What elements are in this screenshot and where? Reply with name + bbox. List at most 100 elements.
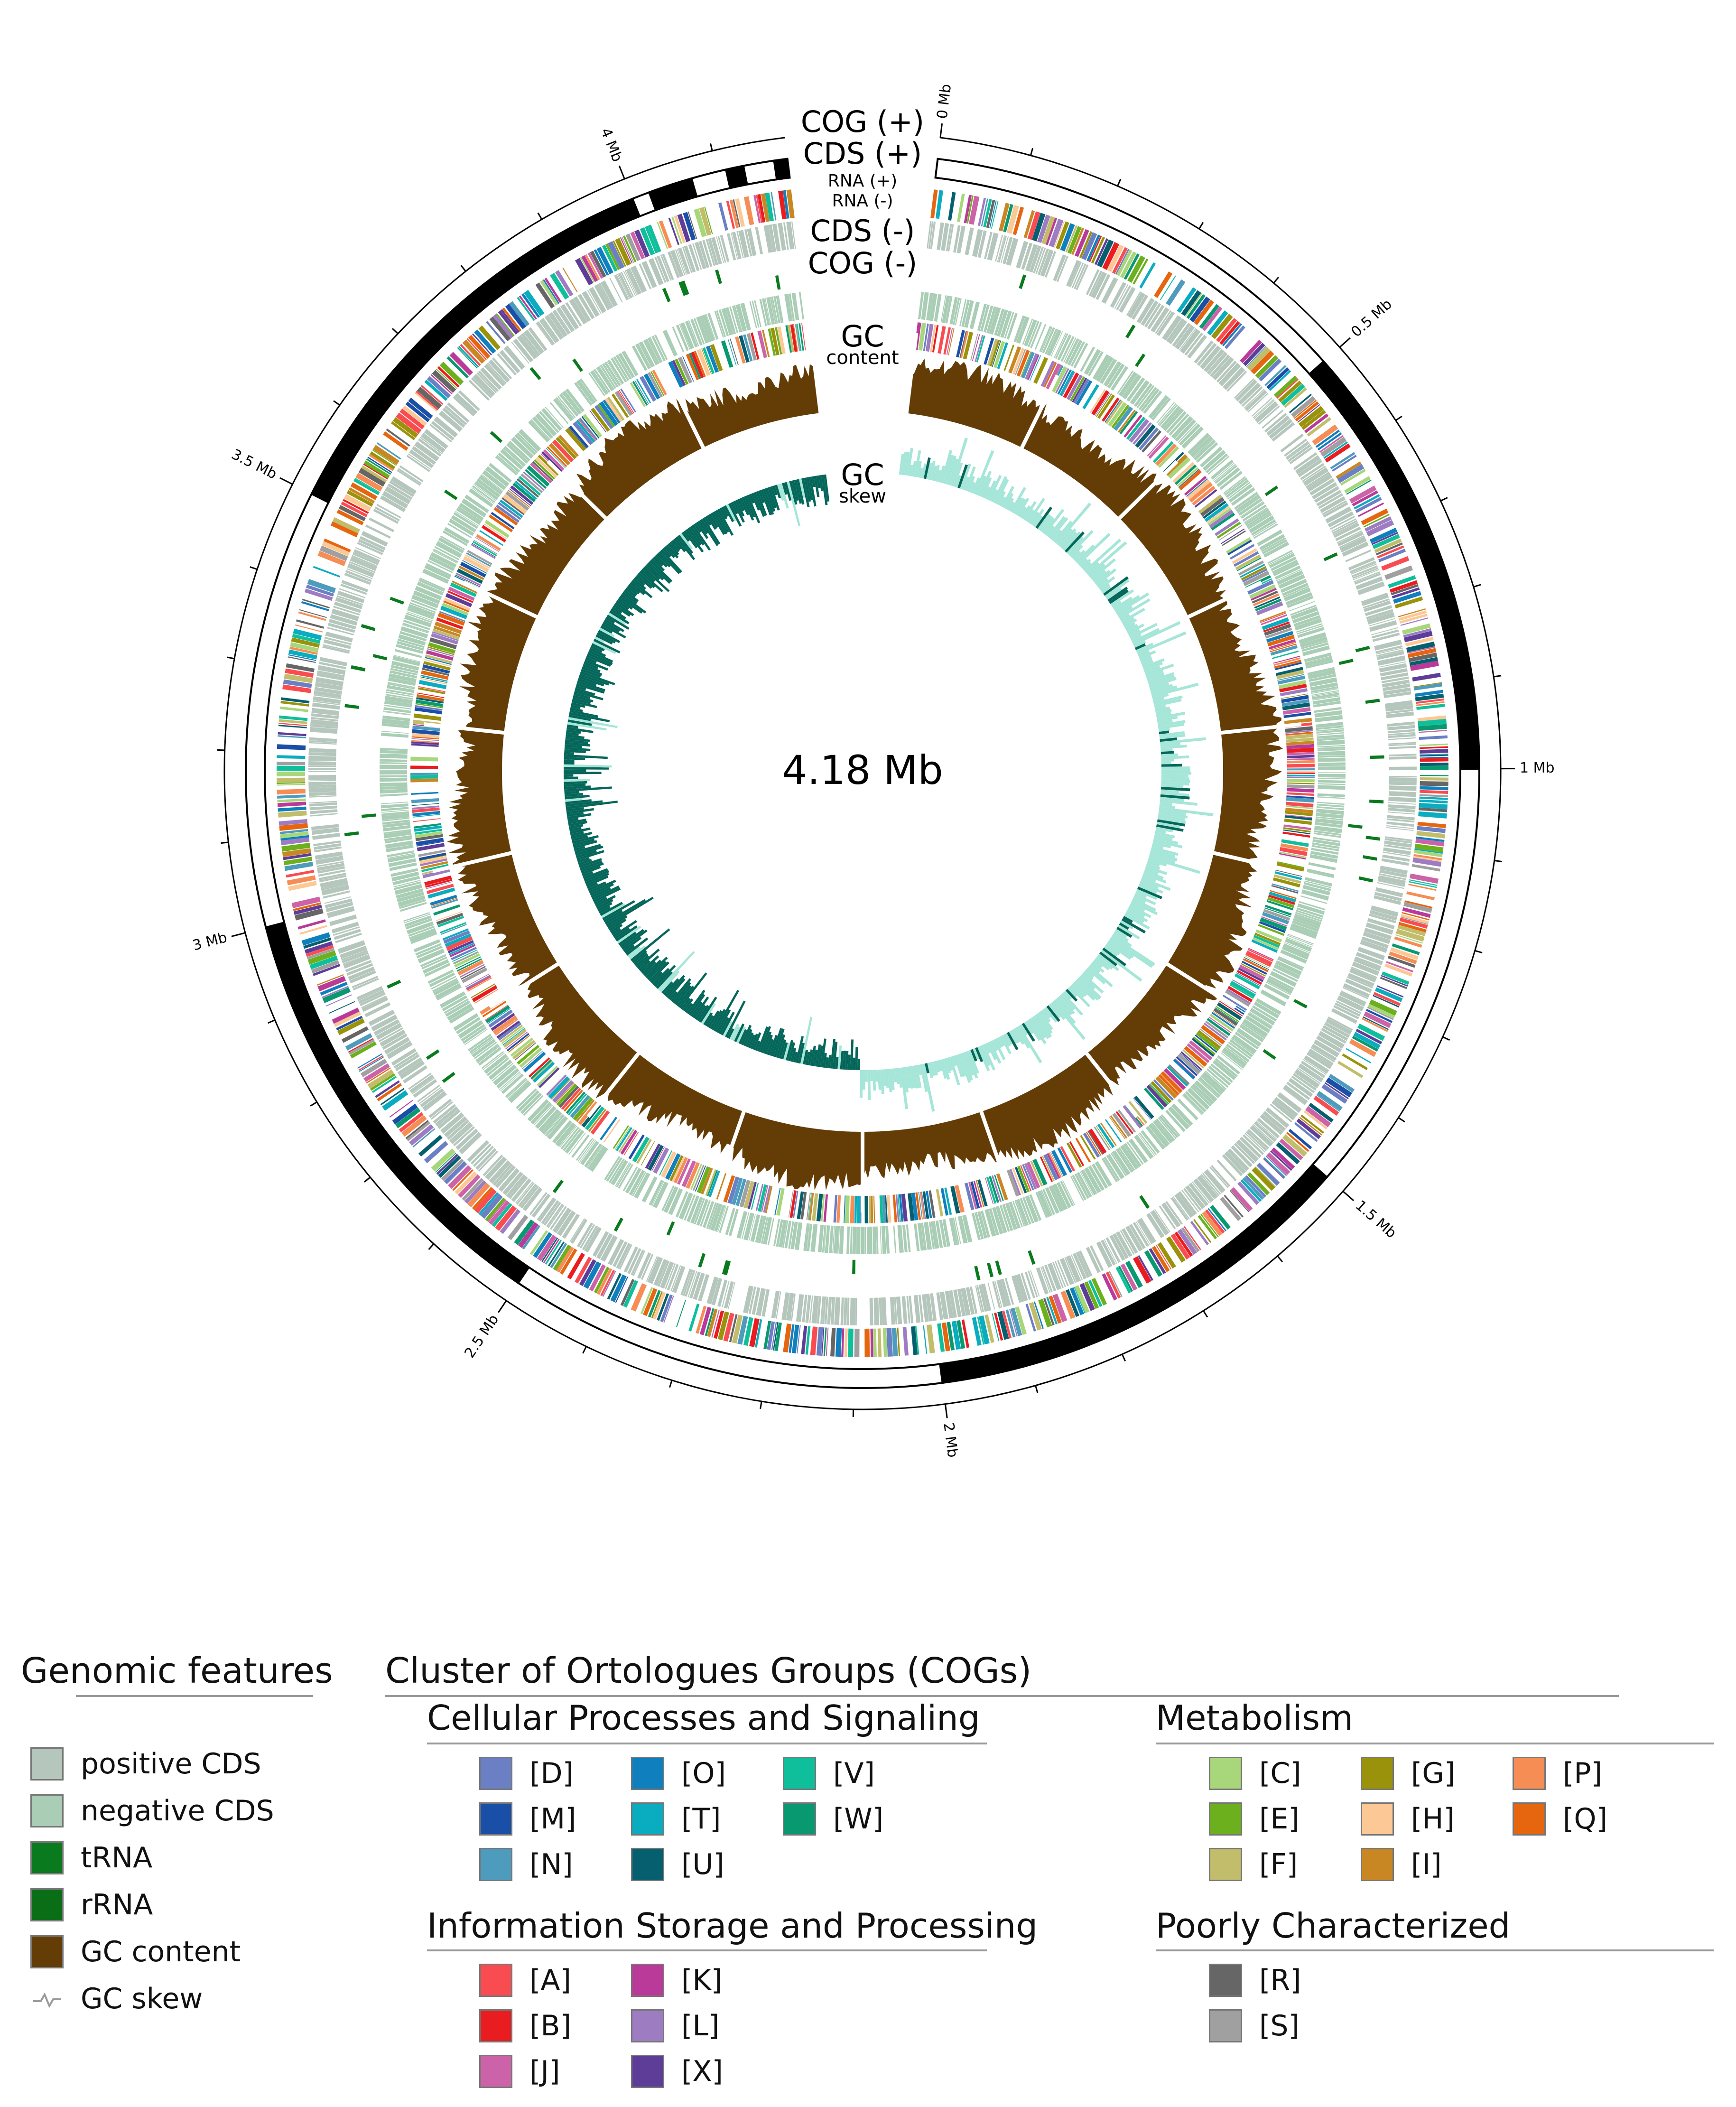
gc-skew-bar: [1160, 751, 1174, 755]
cog-minus-band: [792, 1191, 798, 1219]
cog-plus-band: [376, 442, 401, 460]
cds-minus-band: [1294, 618, 1322, 631]
cog-minus-band: [426, 881, 453, 889]
cog-plus-band: [1005, 1309, 1016, 1338]
cog-minus-band: [410, 756, 438, 762]
cds-minus-band: [436, 986, 462, 1001]
cog-plus-band: [1405, 636, 1434, 647]
cog-plus-band: [677, 214, 691, 242]
cds-plus-band: [399, 1060, 425, 1080]
cog-minus-band: [908, 1193, 915, 1221]
cds-plus-band: [641, 261, 657, 289]
cog-plus-band: [341, 1026, 369, 1043]
cds-minus-band: [399, 899, 426, 909]
cds-plus-band: [830, 1297, 836, 1325]
cds-minus-band: [1202, 1072, 1225, 1093]
cog-minus-band: [1113, 406, 1133, 431]
cog-plus-band: [1074, 1287, 1086, 1314]
gc-skew-bar: [603, 621, 620, 633]
cog-plus-band: [972, 1317, 982, 1346]
cds-plus-band: [1337, 531, 1364, 547]
cog-plus-band: [299, 925, 327, 935]
gc-skew-bar: [1026, 1020, 1041, 1041]
cds-minus-band: [989, 1208, 999, 1236]
cds-plus-band: [1129, 1224, 1146, 1249]
gc-skew-bar: [564, 746, 591, 751]
cog-minus-band: [566, 1091, 586, 1114]
cog-minus-band: [502, 1028, 525, 1045]
cds-minus-band: [1317, 802, 1345, 805]
cog-minus-band: [768, 328, 776, 356]
gc-skew-bar: [620, 929, 644, 948]
cds-plus-band: [334, 929, 361, 940]
cds-plus-band: [1066, 260, 1080, 287]
cds-plus-band: [956, 225, 965, 254]
cds-plus-band: [311, 708, 340, 716]
cds-plus-band: [1367, 612, 1395, 625]
gc-skew-bar: [1044, 1007, 1058, 1023]
gc-skew-bar: [600, 625, 613, 634]
gc-skew-bar: [568, 714, 591, 721]
cds-plus-band: [987, 233, 999, 261]
gc-skew-bar: [1029, 512, 1040, 525]
genomic-features-rule: [76, 1695, 313, 1697]
cog-minus-band: [1281, 839, 1309, 847]
cds-minus-band: [1129, 1138, 1148, 1164]
cog-minus-band: [437, 612, 465, 626]
cog-minus-band: [1083, 1132, 1100, 1158]
gc-skew-bar: [702, 517, 721, 545]
cog-minus-band: [425, 657, 452, 665]
cog-minus-band: [426, 650, 454, 661]
cog-plus-band: [1193, 1219, 1212, 1243]
cds-minus-band: [1060, 1181, 1074, 1207]
gc-skew-bar: [934, 1061, 940, 1073]
cog-plus-band: [668, 217, 679, 245]
cds-plus-band: [1388, 744, 1416, 746]
gc-skew-bar: [574, 690, 603, 700]
scale-tick: [1475, 950, 1483, 954]
cog-minus-band: [864, 1195, 869, 1223]
cog-plus-band: [1029, 1302, 1042, 1331]
cog-minus-band: [923, 323, 929, 351]
cog-minus-band: [479, 530, 503, 546]
gc-skew-bar: [787, 481, 801, 527]
gc-skew-bar: [933, 465, 940, 482]
cog-minus-band: [956, 330, 965, 358]
cog-plus-band: [605, 243, 620, 270]
cog-minus-band: [701, 348, 712, 374]
cog-plus-band: [1358, 502, 1384, 517]
gc-skew-bar: [1161, 777, 1189, 780]
rna-mark: [361, 624, 376, 631]
cds-minus-band: [703, 1201, 715, 1228]
cds-plus-band: [616, 1243, 631, 1269]
cds-plus-band: [552, 310, 570, 335]
cog-minus-band: [1051, 1150, 1067, 1176]
gc-skew-bar: [582, 871, 594, 877]
cds-plus-band: [1351, 966, 1377, 978]
cog-plus-band: [288, 654, 316, 661]
cds-plus-band: [1372, 633, 1400, 642]
gc-skew-bar: [1042, 1008, 1051, 1019]
cds-minus-band: [596, 366, 614, 392]
gc-skew-bar: [963, 1052, 975, 1076]
cds-minus-band: [940, 295, 947, 323]
cog-minus-band: [1235, 554, 1261, 570]
cog-minus-band: [739, 1180, 751, 1208]
cog-plus-band: [1074, 1285, 1090, 1314]
cog-minus-band: [1246, 951, 1272, 966]
cog-minus-band: [1080, 1135, 1096, 1160]
gc-skew-bar: [1045, 525, 1055, 537]
cog-plus-band: [1373, 992, 1401, 1006]
rna-mark: [490, 431, 503, 443]
cds-minus-band: [496, 1068, 520, 1089]
cog-minus-band: [453, 951, 479, 965]
cds-minus-band: [779, 1220, 787, 1248]
cog-minus-band: [823, 1194, 828, 1222]
cds-minus-band: [986, 306, 997, 334]
cds-plus-band: [562, 1213, 580, 1239]
scale-tick: [1277, 1255, 1283, 1262]
cds-plus-band: [1244, 390, 1267, 411]
cog-plus-band: [726, 200, 735, 229]
cds-plus-band: [309, 742, 337, 745]
cog-minus-band: [1221, 528, 1245, 544]
